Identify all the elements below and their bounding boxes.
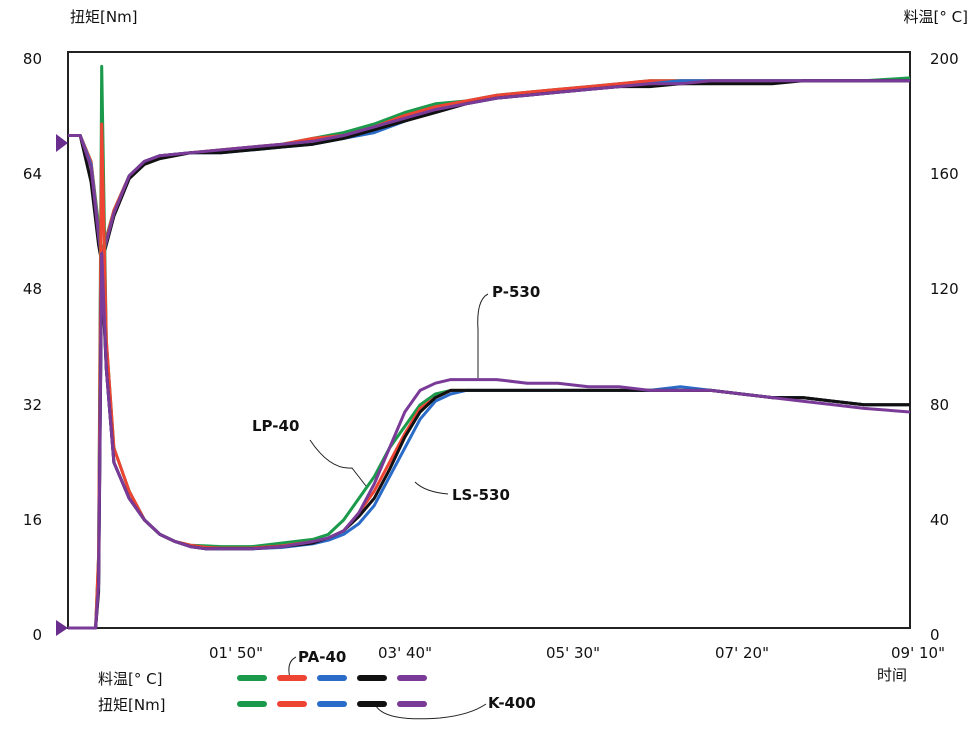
legend-torque-label: 扭矩[Nm] — [98, 696, 166, 714]
torque-line-p-530 — [68, 252, 911, 630]
right-tick-label: 80 — [930, 396, 949, 414]
left-tick-label: 64 — [23, 165, 42, 183]
right-tick-label: 40 — [930, 511, 949, 529]
left-tick-label: 0 — [32, 626, 42, 644]
torque-line-k-400 — [68, 266, 910, 630]
temperature-line-ls-530 — [68, 79, 910, 261]
annotation-pa40: PA-40 — [298, 648, 346, 666]
right-tick-label: 200 — [930, 50, 959, 68]
temperature-line-k-400 — [68, 79, 910, 264]
torque-lines — [68, 64, 911, 630]
right-axis-title: 料温[° C] — [904, 8, 968, 26]
annotation-ls530: LS-530 — [452, 486, 510, 504]
annotation-lp40: LP-40 — [252, 417, 299, 435]
annotation-p530: P-530 — [492, 283, 540, 301]
temperature-line-pa-40 — [68, 79, 910, 258]
left-axis-title: 扭矩[Nm] — [70, 8, 138, 26]
left-start-marker — [56, 134, 68, 152]
temperature-lines — [68, 76, 911, 264]
legend-temperature-label: 料温[° C] — [98, 670, 162, 688]
right-tick-label: 120 — [930, 280, 959, 298]
plot-frame — [67, 51, 911, 629]
torque-line-ls-530 — [68, 252, 910, 630]
annotation-k400: K-400 — [488, 694, 536, 712]
legend-swatches — [237, 675, 427, 707]
x-tick-label: 01' 50" — [209, 644, 263, 662]
pa40-leader-line — [288, 656, 297, 679]
p530-leader-line — [477, 293, 489, 378]
x-tick-label: 09' 10" — [891, 644, 945, 662]
temperature-line-p-530 — [68, 79, 910, 261]
x-tick-label: 05' 30" — [546, 644, 600, 662]
k400-leader-line — [375, 703, 487, 720]
left-zero-marker — [56, 620, 68, 636]
ls530-leader-line — [414, 481, 449, 495]
left-tick-label: 16 — [23, 511, 42, 529]
right-tick-label: 160 — [930, 165, 959, 183]
lp40-leader-line — [309, 439, 367, 487]
left-tick-label: 80 — [23, 50, 42, 68]
torque-line-pa-40 — [68, 122, 910, 630]
x-axis-title: 时间 — [877, 666, 907, 684]
right-tick-label: 0 — [930, 626, 940, 644]
torque-line-lp-40 — [68, 64, 910, 630]
x-tick-label: 03' 40" — [378, 644, 432, 662]
x-tick-label: 07' 20" — [715, 644, 769, 662]
temperature-line-lp-40 — [68, 76, 911, 256]
left-tick-label: 32 — [23, 396, 42, 414]
left-tick-label: 48 — [23, 280, 42, 298]
